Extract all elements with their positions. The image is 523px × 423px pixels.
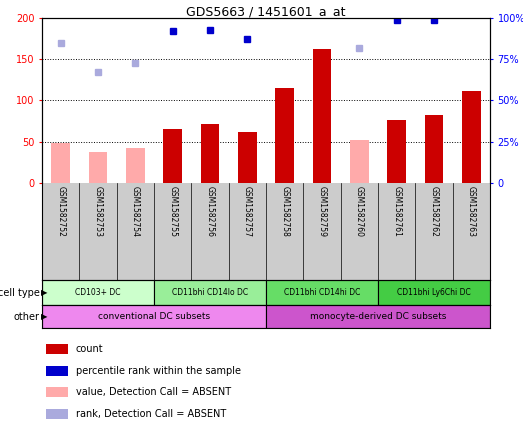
Text: GSM1582755: GSM1582755 (168, 186, 177, 237)
Bar (126, 148, 145, 183)
Text: GSM1582757: GSM1582757 (243, 186, 252, 237)
Text: GSM1582760: GSM1582760 (355, 186, 364, 237)
Text: GSM1582758: GSM1582758 (280, 186, 289, 237)
Text: GSM1582754: GSM1582754 (131, 186, 140, 237)
Bar (350, 140, 369, 183)
Text: GSM1582763: GSM1582763 (467, 186, 476, 237)
Text: ▶: ▶ (41, 312, 48, 321)
Text: GSM1582759: GSM1582759 (317, 186, 326, 237)
Bar (154, 280, 266, 305)
Text: value, Detection Call = ABSENT: value, Detection Call = ABSENT (76, 387, 231, 397)
Text: other: other (14, 311, 39, 321)
Text: monocyte-derived DC subsets: monocyte-derived DC subsets (310, 312, 446, 321)
Bar (425, 115, 444, 183)
Text: GSM1582753: GSM1582753 (94, 186, 103, 237)
Bar (163, 129, 182, 183)
Bar (42, 305, 266, 328)
Bar (47, 387, 68, 397)
Bar (462, 91, 481, 183)
Bar (201, 124, 219, 183)
Text: CD11bhi CD14lo DC: CD11bhi CD14lo DC (172, 288, 248, 297)
Bar (51, 143, 70, 183)
Text: GSM1582761: GSM1582761 (392, 186, 401, 237)
Bar (266, 280, 378, 305)
Text: CD11bhi Ly6Chi DC: CD11bhi Ly6Chi DC (397, 288, 471, 297)
Text: GSM1582762: GSM1582762 (429, 186, 438, 237)
Bar (238, 132, 257, 183)
Bar (275, 88, 294, 183)
Bar (47, 365, 68, 376)
Text: rank, Detection Call = ABSENT: rank, Detection Call = ABSENT (76, 409, 226, 419)
Bar (42, 280, 154, 305)
Text: CD11bhi CD14hi DC: CD11bhi CD14hi DC (284, 288, 360, 297)
Bar (47, 343, 68, 354)
Text: cell type: cell type (0, 288, 39, 297)
Text: percentile rank within the sample: percentile rank within the sample (76, 366, 241, 376)
Bar (313, 49, 332, 183)
Text: ▶: ▶ (41, 288, 48, 297)
Bar (378, 280, 490, 305)
Text: GSM1582756: GSM1582756 (206, 186, 214, 237)
Bar (47, 409, 68, 419)
Text: GDS5663 / 1451601_a_at: GDS5663 / 1451601_a_at (186, 5, 346, 18)
Bar (388, 120, 406, 183)
Text: count: count (76, 344, 103, 354)
Bar (266, 305, 490, 328)
Text: GSM1582752: GSM1582752 (56, 186, 65, 237)
Text: CD103+ DC: CD103+ DC (75, 288, 121, 297)
Bar (89, 152, 107, 183)
Text: conventional DC subsets: conventional DC subsets (98, 312, 210, 321)
